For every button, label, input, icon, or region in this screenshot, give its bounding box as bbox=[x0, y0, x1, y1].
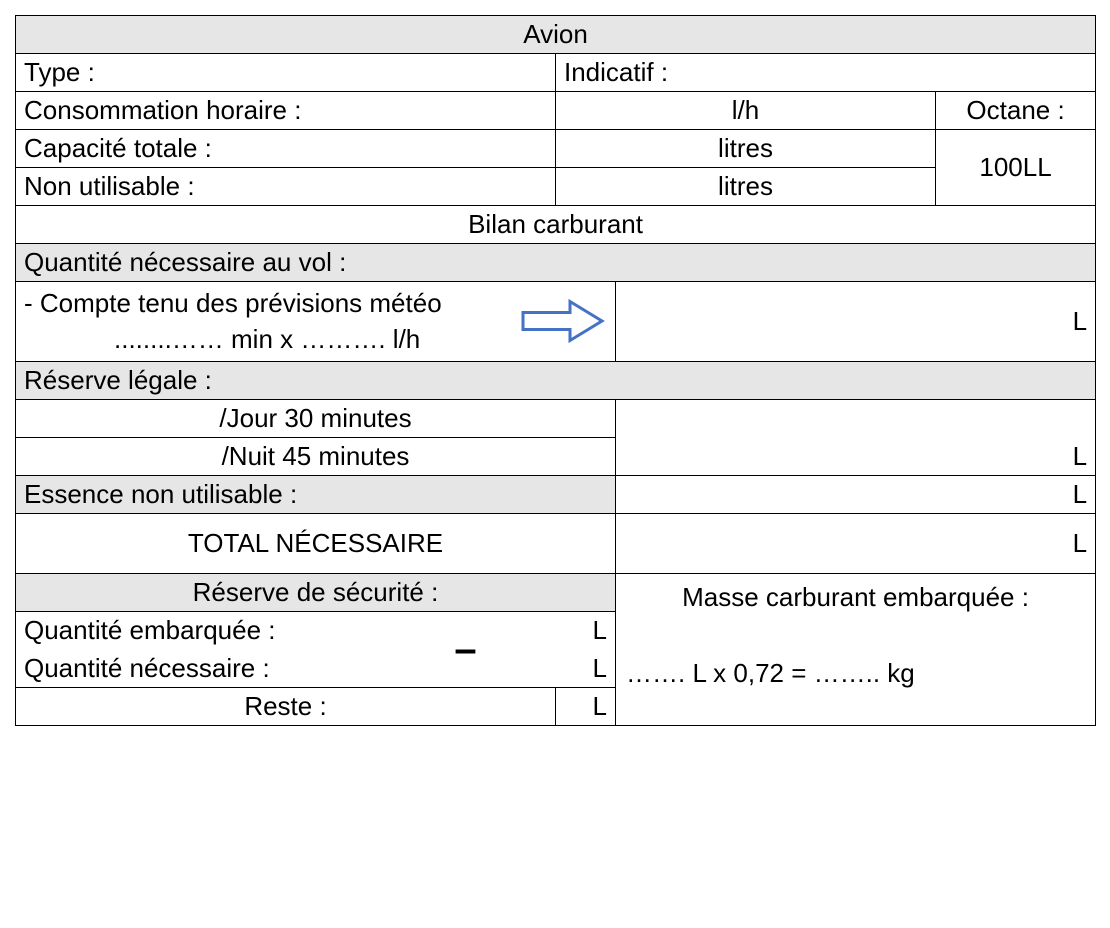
essence-nonutil-label: Essence non utilisable : bbox=[16, 475, 616, 513]
octane-label: Octane : bbox=[936, 92, 1096, 130]
qte-necessaire-label: Quantité nécessaire : bbox=[16, 649, 376, 687]
meteo-cell: - Compte tenu des prévisions météo .....… bbox=[16, 282, 616, 362]
conso-label: Consommation horaire : bbox=[16, 92, 556, 130]
reserve-legale-header: Réserve légale : bbox=[16, 361, 1096, 399]
octane-value: 100LL bbox=[936, 130, 1096, 206]
total-label: TOTAL NÉCESSAIRE bbox=[16, 513, 616, 573]
jour-label: /Jour 30 minutes bbox=[16, 399, 616, 437]
minus-sign: – bbox=[376, 611, 556, 687]
meteo-value-L: L bbox=[616, 282, 1096, 362]
avion-header: Avion bbox=[16, 16, 1096, 54]
reserve-securite-header: Réserve de sécurité : bbox=[16, 573, 616, 611]
nonutil-unit: litres bbox=[556, 168, 936, 206]
qte-necessaire-L: L bbox=[556, 649, 616, 687]
masse-formula: ……. L x 0,72 = …….. kg bbox=[626, 658, 1085, 689]
masse-label: Masse carburant embarquée : bbox=[626, 582, 1085, 613]
fuel-balance-form: Avion Type : Indicatif : Consommation ho… bbox=[15, 15, 1096, 726]
qte-embarquee-L: L bbox=[556, 611, 616, 649]
reste-L: L bbox=[556, 687, 616, 725]
indicatif-label: Indicatif : bbox=[556, 54, 1096, 92]
qte-embarquee-label: Quantité embarquée : bbox=[16, 611, 376, 649]
type-label: Type : bbox=[16, 54, 556, 92]
qte-necessaire-header: Quantité nécessaire au vol : bbox=[16, 244, 1096, 282]
conso-unit: l/h bbox=[556, 92, 936, 130]
total-L: L bbox=[616, 513, 1096, 573]
reserve-legale-L: L bbox=[616, 399, 1096, 475]
masse-cell: Masse carburant embarquée : ……. L x 0,72… bbox=[616, 573, 1096, 725]
reste-label: Reste : bbox=[16, 687, 556, 725]
capacite-label: Capacité totale : bbox=[16, 130, 556, 168]
nuit-label: /Nuit 45 minutes bbox=[16, 437, 616, 475]
arrow-right-icon bbox=[520, 299, 605, 344]
nonutil-label: Non utilisable : bbox=[16, 168, 556, 206]
essence-nonutil-L: L bbox=[616, 475, 1096, 513]
capacite-unit: litres bbox=[556, 130, 936, 168]
bilan-title: Bilan carburant bbox=[16, 206, 1096, 244]
